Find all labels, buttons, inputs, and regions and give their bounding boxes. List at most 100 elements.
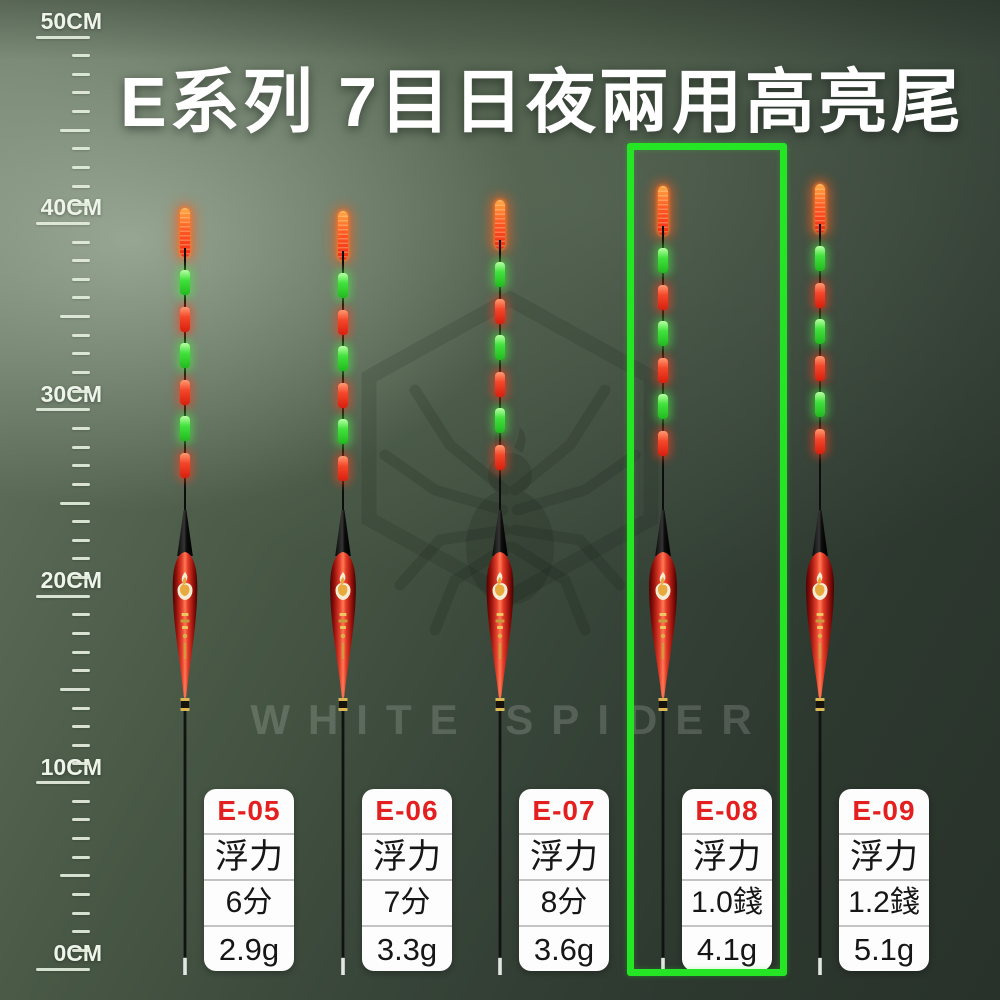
tail-red-segment <box>495 298 505 324</box>
spec-buoy: 8分 <box>519 879 609 925</box>
tail-green-segment <box>658 394 668 419</box>
ruler-label: 50CM <box>40 8 102 34</box>
ruler-tick <box>72 240 90 244</box>
spec-weight: 3.3g <box>362 925 452 971</box>
gold-band <box>338 698 348 701</box>
tail-green-segment <box>815 246 825 271</box>
ruler-label: 10CM <box>40 753 102 780</box>
ruler-tick <box>72 892 90 896</box>
ruler-label: 40CM <box>40 194 102 221</box>
spec-model: E-06 <box>375 795 439 826</box>
ruler-tick <box>72 669 90 673</box>
gold-band <box>658 698 668 701</box>
ruler-tick <box>72 706 90 710</box>
ruler-tick <box>72 110 90 114</box>
ruler-tick <box>72 762 90 766</box>
spec-model: E-08 <box>695 795 759 826</box>
ruler-tick <box>60 315 90 319</box>
spec-buoy: 7分 <box>362 879 452 925</box>
ruler-tick <box>72 837 90 841</box>
ruler-tick <box>72 91 90 95</box>
ruler-tick <box>72 613 90 617</box>
ruler-tick <box>72 147 90 151</box>
ruler-tick <box>72 333 90 337</box>
tail-green-segment <box>180 343 190 368</box>
ruler-tick <box>72 72 90 76</box>
tail-green-segment <box>338 419 348 444</box>
highlight-box <box>627 143 787 976</box>
tail-red-segment <box>815 282 825 308</box>
ruler-tick <box>72 371 90 375</box>
ruler-tick <box>36 967 90 971</box>
tail-tip-segment <box>658 186 668 235</box>
tail-red-segment <box>495 444 505 470</box>
spec-label: 浮力 <box>519 833 609 879</box>
float-body <box>330 510 356 975</box>
spec-card-e-08: E-08 浮力 1.0錢 4.1g <box>682 789 772 971</box>
ruler-label: 30CM <box>40 380 102 407</box>
spec-label: 浮力 <box>682 833 772 879</box>
ruler-tick <box>72 799 90 803</box>
tail-green-segment <box>180 416 190 441</box>
tail-red-segment <box>815 428 825 454</box>
tail-green-segment <box>495 262 505 287</box>
spec-label: 浮力 <box>204 833 294 879</box>
spec-card-e-06: E-06 浮力 7分 3.3g <box>362 789 452 971</box>
stem-white-tip <box>661 958 665 975</box>
ruler-tick <box>72 296 90 300</box>
ruler-tick <box>60 874 90 878</box>
ruler-tick <box>72 445 90 449</box>
spec-model: E-05 <box>217 795 281 826</box>
spec-weight: 3.6g <box>519 925 609 971</box>
tail-red-segment <box>338 382 348 408</box>
float-body <box>806 510 834 975</box>
spec-buoy: 1.0錢 <box>682 879 772 925</box>
tail-green-segment <box>495 408 505 433</box>
spec-buoy: 6分 <box>204 879 294 925</box>
spider-logo-watermark <box>361 290 659 636</box>
ruler-tick <box>36 35 90 39</box>
spec-weight: 4.1g <box>682 925 772 971</box>
ruler-tick <box>72 743 90 747</box>
spec-card-e-05: E-05 浮力 6分 2.9g <box>204 789 294 971</box>
tail-green-segment <box>658 248 668 273</box>
ruler-tick <box>72 389 90 393</box>
gold-band <box>180 698 190 701</box>
ruler-tick <box>72 352 90 356</box>
float-stem <box>661 711 665 957</box>
tail-green-segment <box>815 392 825 417</box>
tail-green-segment <box>658 321 668 346</box>
tail-red-segment <box>658 430 668 456</box>
ruler-tick <box>72 54 90 58</box>
ruler-tick <box>72 426 90 430</box>
ruler-label: 0CM <box>53 940 102 966</box>
ruler-tick <box>72 930 90 934</box>
tail-red-segment <box>815 355 825 381</box>
tail-tip-segment <box>815 184 825 233</box>
spec-weight: 5.1g <box>839 925 929 971</box>
ruler-tick <box>60 687 90 691</box>
float-stem <box>183 711 187 957</box>
float-stem <box>818 711 822 957</box>
float-body <box>172 510 198 975</box>
tail-green-segment <box>180 270 190 295</box>
ruler-tick <box>36 594 90 598</box>
ruler-tick <box>72 259 90 263</box>
ruler-tick <box>72 948 90 952</box>
ruler-tick <box>72 538 90 542</box>
gold-band <box>495 698 505 701</box>
ruler-tick <box>72 184 90 188</box>
tail-green-segment <box>338 346 348 371</box>
ruler-tick <box>72 482 90 486</box>
tail-red-segment <box>180 379 190 405</box>
spec-model: E-07 <box>532 795 596 826</box>
ruler-tick <box>72 203 90 207</box>
spec-card-e-07: E-07 浮力 8分 3.6g <box>519 789 609 971</box>
float-body <box>649 510 677 975</box>
float-stem <box>498 711 502 957</box>
float-body <box>486 510 514 975</box>
ruler-tick <box>72 277 90 281</box>
tail-red-segment <box>180 452 190 478</box>
